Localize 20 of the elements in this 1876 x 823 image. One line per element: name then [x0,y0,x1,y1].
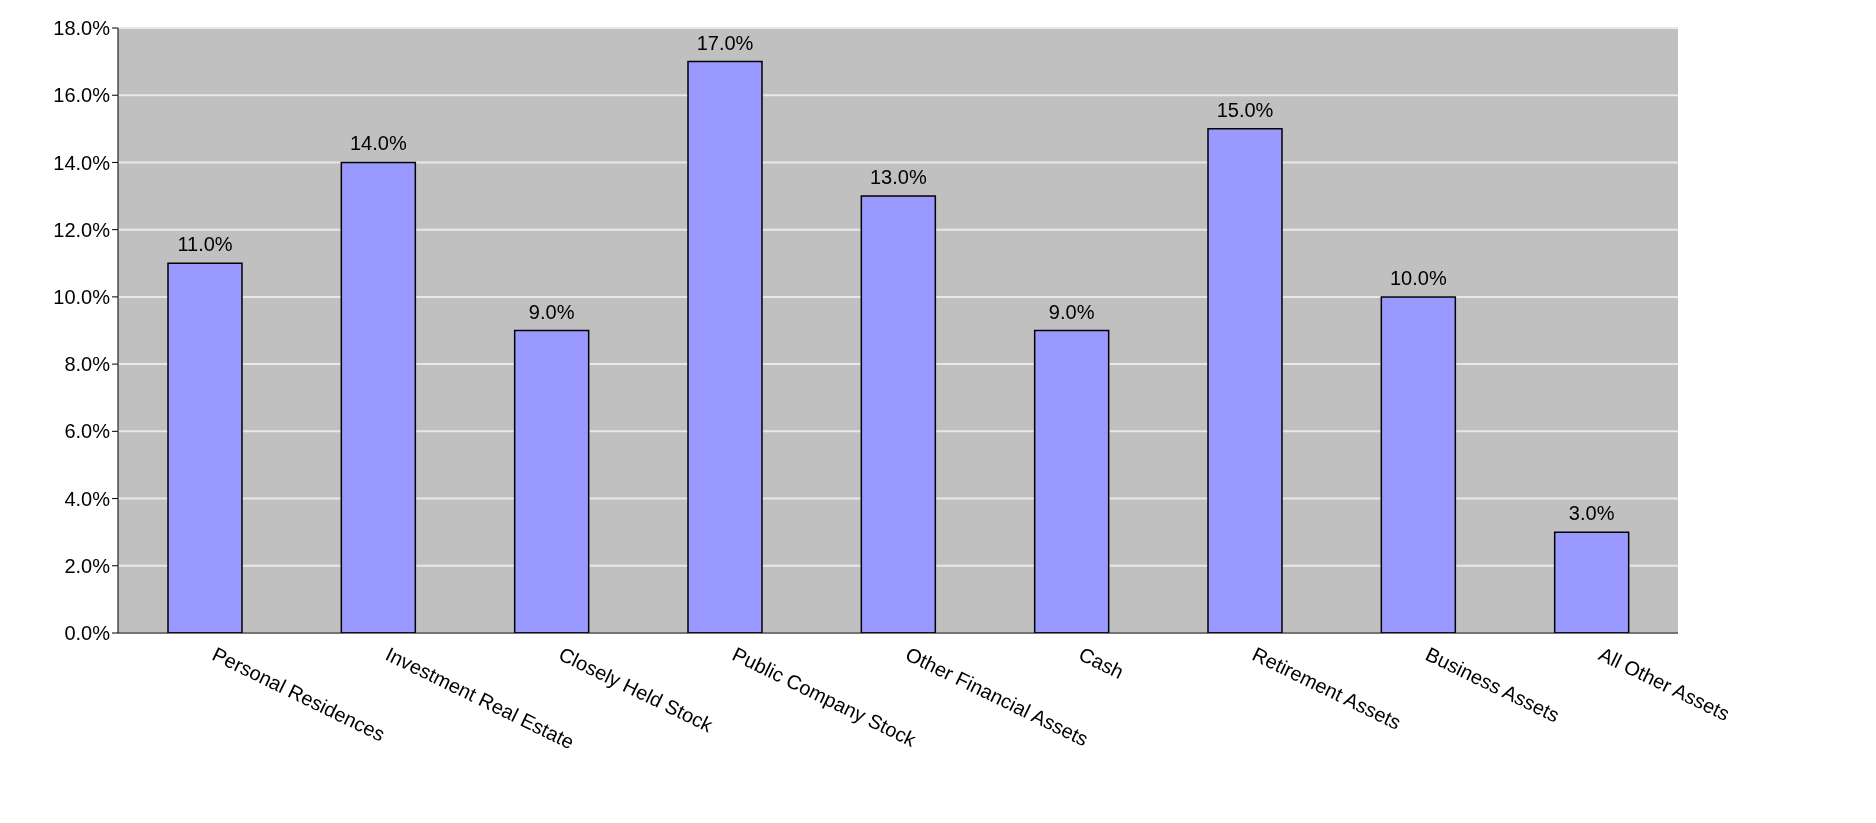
y-tick-label: 6.0% [64,420,111,443]
data-label: 3.0% [1568,502,1615,525]
data-label: 13.0% [869,166,927,189]
data-label: 14.0% [349,132,407,155]
x-tick-label: Cash [1075,642,1128,684]
y-tick-label: 14.0% [53,151,111,174]
data-label: 9.0% [528,300,575,323]
data-label: 17.0% [696,31,754,54]
data-label: 15.0% [1216,98,1274,121]
y-tick-label: 16.0% [53,84,111,107]
y-tick-label: 4.0% [64,487,111,510]
data-label: 10.0% [1389,266,1447,289]
y-tick-label: 0.0% [64,622,111,645]
y-tick-label: 2.0% [64,554,111,577]
data-label: 11.0% [177,233,233,256]
y-tick-label: 18.0% [53,17,111,40]
y-tick-label: 10.0% [53,285,111,308]
data-label: 9.0% [1048,300,1095,323]
y-tick-label: 8.0% [64,353,111,376]
y-tick-label: 12.0% [53,218,111,241]
